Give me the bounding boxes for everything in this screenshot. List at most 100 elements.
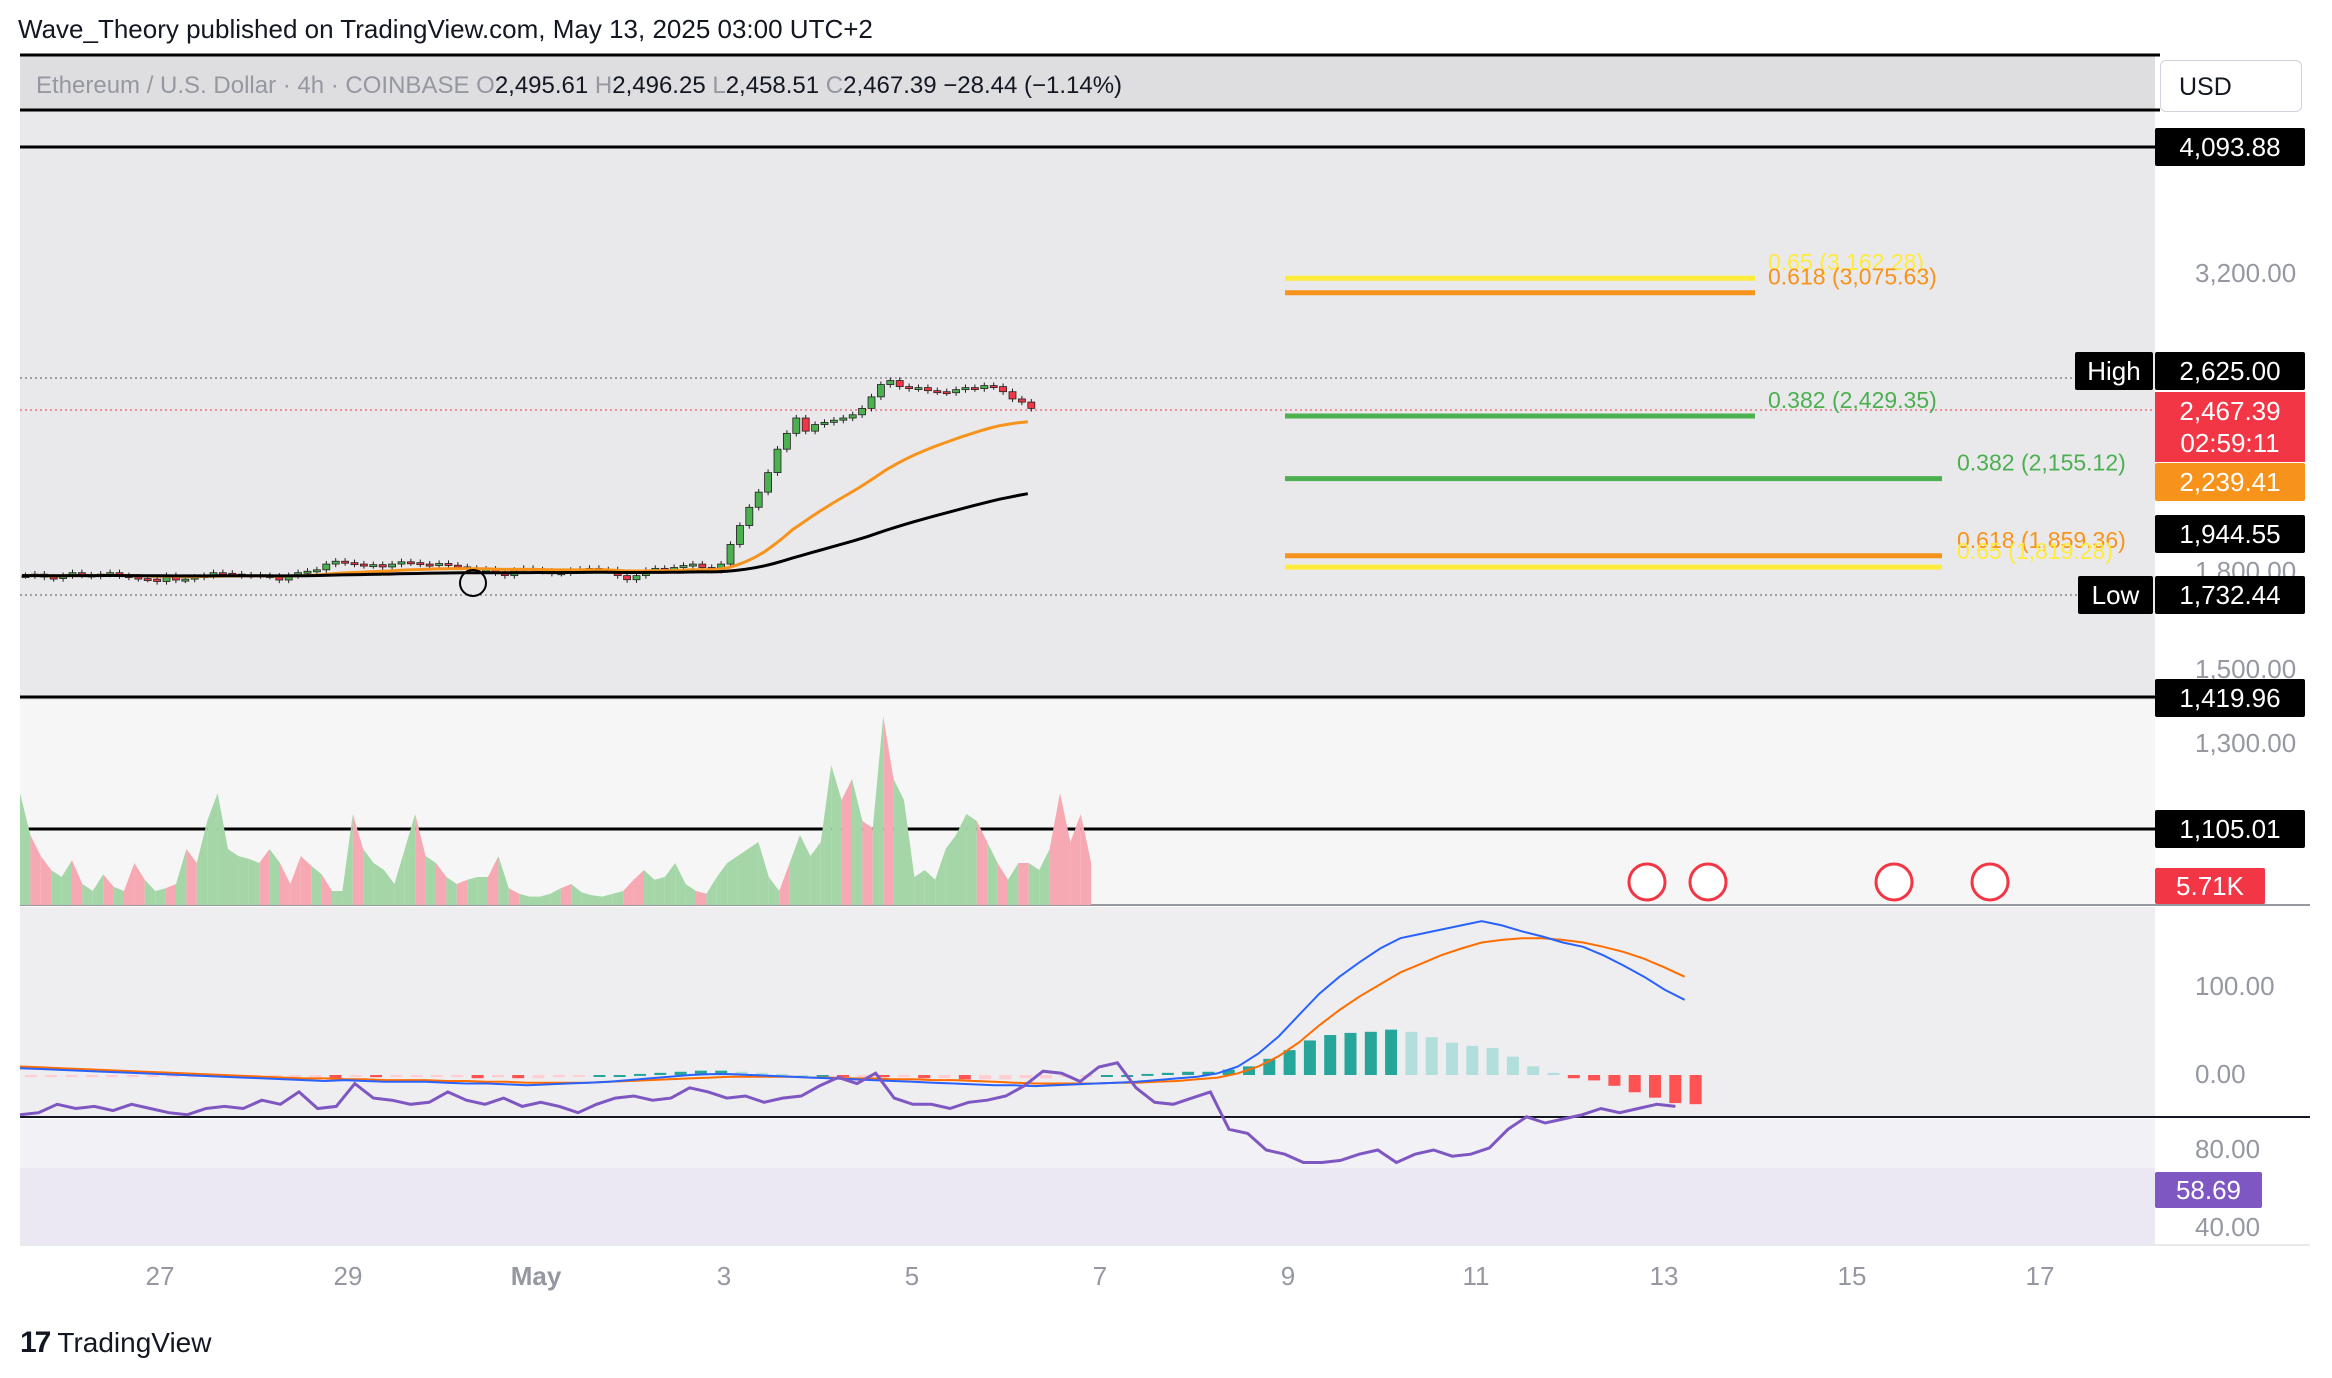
candle: [1027, 401, 1036, 409]
candle: [435, 563, 444, 566]
volume-bar: [103, 874, 114, 905]
volume-bar: [716, 863, 728, 905]
macd-histogram-bar: [25, 1075, 37, 1078]
macd-histogram-bar: [390, 1075, 403, 1078]
volume-bar: [664, 863, 676, 905]
candle: [623, 575, 631, 581]
volume-bar: [820, 765, 832, 905]
candle: [783, 432, 791, 450]
macd-histogram-bar: [1689, 1075, 1702, 1105]
volume-bar: [20, 793, 31, 905]
macd-histogram-bar: [451, 1075, 464, 1078]
volume-bar: [789, 835, 800, 905]
volume-bar: [186, 849, 197, 905]
high-tag: High: [2087, 356, 2140, 386]
candle: [811, 424, 819, 432]
candle: [331, 560, 340, 565]
macd-histogram-bar: [349, 1075, 362, 1077]
macd-histogram-bar: [288, 1075, 301, 1078]
candle: [134, 576, 143, 580]
candle: [453, 564, 462, 568]
macd-histogram-bar: [694, 1070, 707, 1075]
currency-selector[interactable]: USD: [2160, 60, 2302, 112]
fib-level-label: 0.382 (2,155.12): [1957, 450, 2126, 476]
volume-bar: [540, 893, 551, 905]
macd-histogram-bar: [674, 1071, 687, 1075]
volume-bar: [332, 891, 343, 905]
candle: [726, 544, 735, 565]
macd-histogram-bar: [471, 1075, 484, 1079]
volume-bar: [92, 874, 104, 905]
macd-histogram-bar: [268, 1075, 281, 1078]
macd-histogram-bar: [796, 1075, 809, 1077]
volume-bar: [966, 814, 977, 905]
change-value: −28.44 (−1.14%): [943, 72, 1123, 99]
macd-histogram-bar: [1364, 1031, 1377, 1075]
macd-histogram-bar: [1547, 1072, 1560, 1075]
candle: [764, 472, 772, 493]
macd-histogram-bar: [1466, 1045, 1479, 1075]
macd-histogram-bar: [1100, 1075, 1113, 1077]
macd-histogram-bar: [532, 1075, 545, 1079]
volume-bar: [415, 814, 426, 905]
macd-histogram-bar: [877, 1075, 890, 1078]
candle: [820, 421, 829, 425]
symbol-title[interactable]: Ethereum / U.S. Dollar · 4h · COINBASE: [36, 72, 470, 99]
x-tick-label: 27: [146, 1261, 175, 1291]
candle: [867, 396, 876, 409]
x-tick-label: 7: [1093, 1261, 1107, 1291]
macd-histogram-bar: [573, 1075, 586, 1077]
candle: [886, 380, 895, 385]
countdown-label: 02:59:11: [2180, 428, 2279, 458]
volume-bar: [550, 888, 561, 905]
volume-value-label: 5.71K: [2176, 871, 2245, 901]
candle: [698, 563, 707, 568]
volume-bar: [144, 879, 156, 905]
candle: [830, 419, 838, 423]
level-label-bg: [2155, 679, 2305, 717]
macd-histogram-bar: [167, 1075, 180, 1078]
ema-200-label-bg: [2155, 515, 2305, 553]
volume-bar: [363, 849, 374, 905]
macd-histogram-bar: [1019, 1075, 1032, 1079]
macd-histogram-bar: [1405, 1031, 1418, 1075]
volume-bar: [176, 849, 187, 905]
volume-bar: [477, 877, 488, 905]
candle: [848, 414, 857, 419]
candle: [905, 386, 913, 390]
candle: [359, 563, 368, 567]
high-tag-bg: [2075, 352, 2153, 390]
macd-histogram-bar: [410, 1075, 423, 1078]
macd-histogram-bar: [329, 1075, 342, 1079]
x-tick-label: 15: [1838, 1261, 1867, 1291]
level-label: 4,093.88: [2179, 132, 2280, 162]
macd-histogram-bar: [1385, 1029, 1398, 1075]
candle: [952, 389, 960, 394]
level-label-bg: [2155, 810, 2305, 848]
candle: [839, 417, 848, 421]
macd-histogram-bar: [1182, 1071, 1195, 1075]
volume-bar: [134, 863, 145, 905]
macd-histogram-bar: [1486, 1048, 1499, 1075]
volume-bar: [165, 884, 176, 905]
candle: [989, 385, 998, 388]
volume-bar: [779, 863, 790, 905]
volume-bar: [737, 849, 748, 905]
volume-bar: [841, 779, 852, 905]
volume-bar: [1080, 814, 1092, 905]
volume-bar: [1060, 793, 1071, 905]
candle: [773, 448, 782, 474]
volume-bar: [519, 893, 530, 905]
macd-histogram-bar: [1222, 1069, 1235, 1075]
candle: [143, 578, 152, 581]
candle: [341, 560, 350, 564]
tradingview-brand[interactable]: 17 TradingView: [20, 1326, 211, 1360]
candle: [388, 563, 397, 568]
volume-bar: [602, 893, 613, 905]
macd-histogram-bar: [837, 1075, 849, 1077]
volume-bar: [852, 779, 863, 905]
x-tick-label: 29: [334, 1261, 363, 1291]
macd-histogram-bar: [1344, 1032, 1357, 1075]
volume-bar: [51, 870, 62, 905]
